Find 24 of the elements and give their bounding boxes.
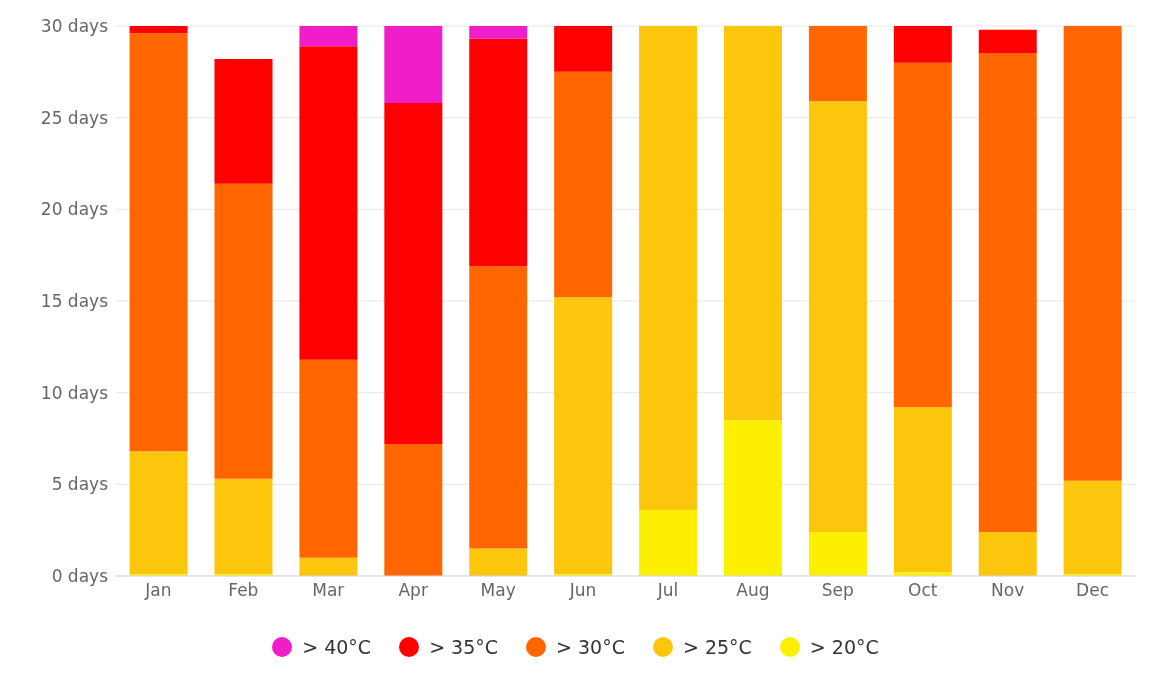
x-tick-label: Feb: [228, 580, 259, 601]
y-tick-label: 5 days: [51, 474, 109, 495]
x-tick-label: Aug: [736, 580, 770, 601]
x-tick-label: Jul: [656, 580, 679, 601]
x-tick-label: Jun: [568, 580, 597, 601]
x-tick-label: Sep: [821, 580, 854, 601]
x-tick-label: Apr: [398, 580, 428, 601]
y-tick-label: 30 days: [40, 16, 109, 37]
x-tick-label: Dec: [1076, 580, 1109, 601]
x-tick-label: Oct: [908, 580, 938, 601]
x-tick-label: May: [480, 580, 516, 601]
x-tick-label: Mar: [312, 580, 345, 601]
legend-label: > 40°C: [302, 636, 372, 658]
legend-label: > 35°C: [429, 636, 499, 658]
y-tick-label: 0 days: [51, 566, 109, 587]
y-tick-label: 10 days: [40, 382, 109, 403]
y-tick-label: 25 days: [40, 107, 109, 128]
legend-label: > 20°C: [809, 636, 879, 658]
y-tick-label: 15 days: [40, 291, 109, 312]
legend-label: > 30°C: [556, 636, 625, 658]
y-tick-label: 20 days: [40, 199, 109, 220]
legend-label: > 25°C: [682, 636, 752, 658]
x-tick-label: Jan: [144, 580, 172, 601]
x-tick-label: Nov: [991, 580, 1025, 601]
